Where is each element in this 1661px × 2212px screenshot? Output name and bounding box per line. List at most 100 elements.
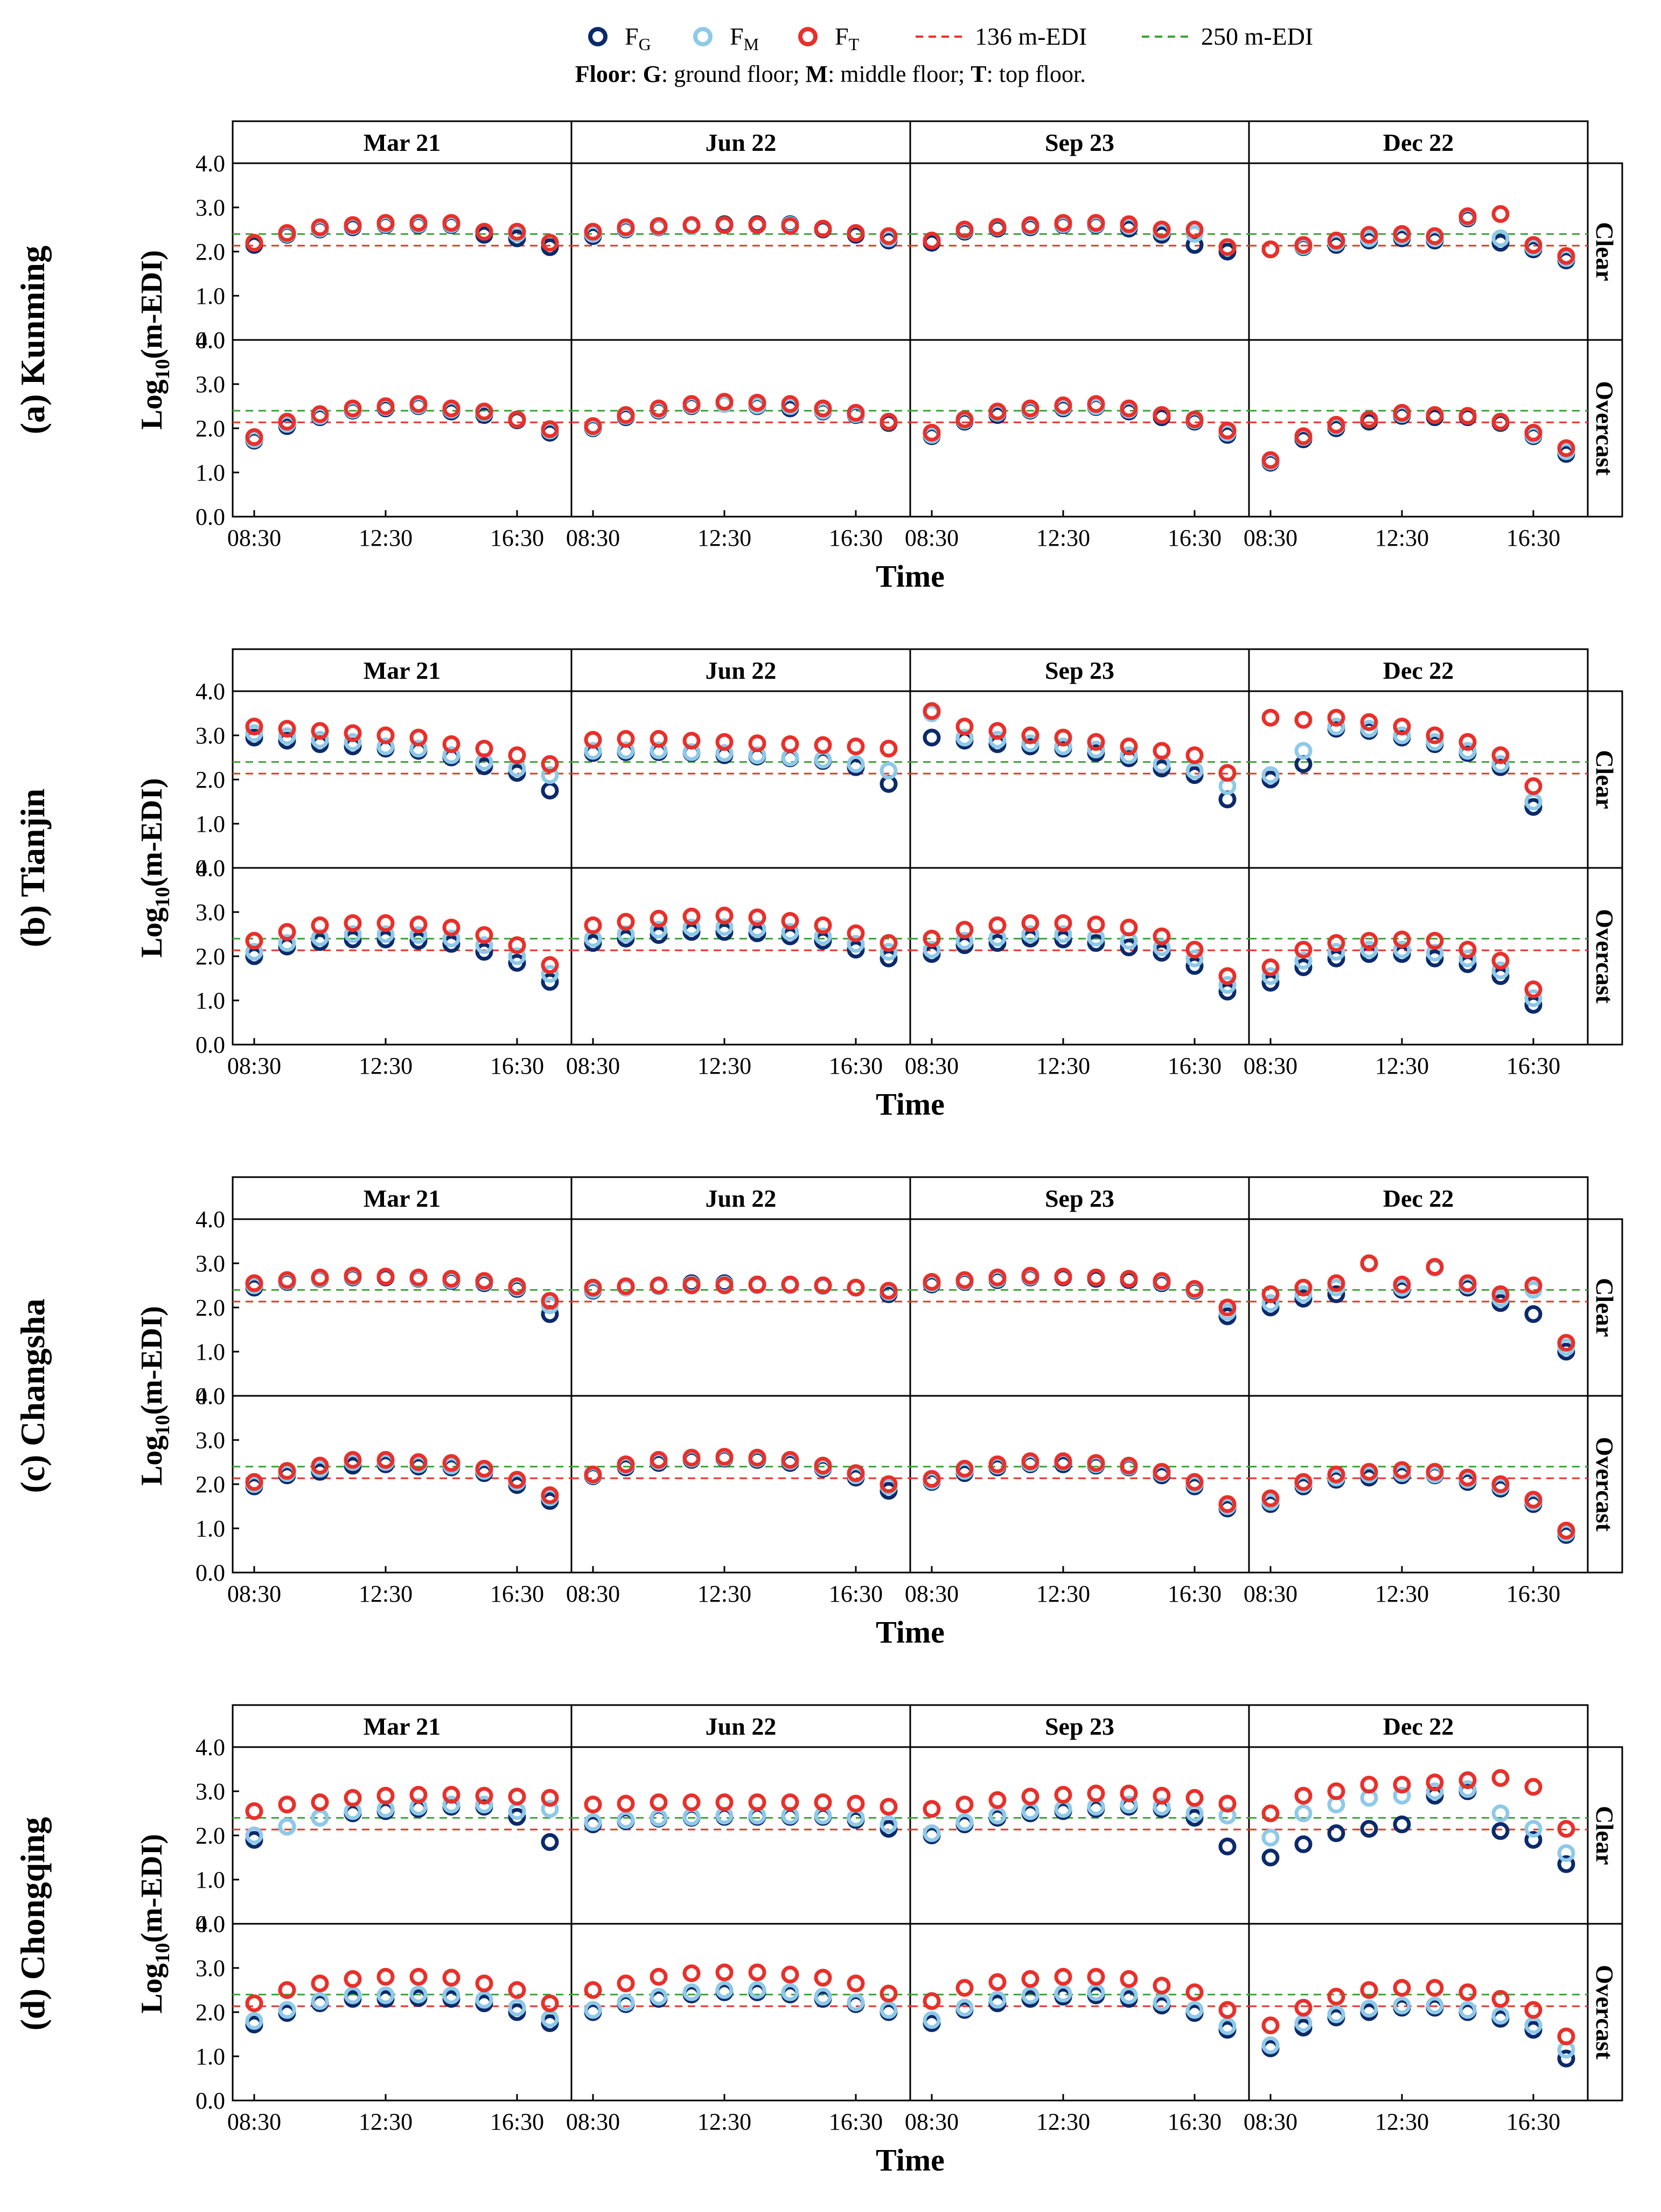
legend-label-m: FM — [730, 23, 759, 54]
point-ft — [1393, 1461, 1411, 1479]
point-fg — [1393, 1815, 1411, 1833]
row-strip-label: Overcast — [1591, 909, 1618, 1004]
x-tick-label: 12:30 — [359, 2109, 413, 2135]
panel: 08:30 12:30 16:30 — [1244, 930, 1588, 1079]
point-ft — [650, 730, 668, 748]
point-ft — [1120, 1970, 1138, 1988]
y-tick-label: 0.0 — [196, 504, 225, 530]
point-fm — [1294, 951, 1313, 970]
point-ft — [1393, 930, 1411, 949]
point-fm — [814, 1987, 832, 2006]
point-fm — [1360, 1999, 1378, 2018]
y-axis-label: Log10(m-EDI) — [135, 1306, 174, 1486]
y-tick-label: 2.0 — [196, 415, 225, 442]
column-header: Dec 22 — [1383, 657, 1454, 684]
point-ft — [1218, 1298, 1237, 1317]
point-ft — [1261, 708, 1280, 727]
point-ft — [1153, 1272, 1171, 1290]
point-ft — [376, 914, 395, 932]
point-fm — [1120, 1796, 1138, 1814]
point-ft — [442, 919, 460, 937]
point-ft — [814, 736, 832, 754]
point-fm — [1491, 2007, 1510, 2025]
y-tick-label: 1.0 — [196, 987, 225, 1014]
point-ft — [508, 746, 526, 764]
point-fm — [245, 2012, 263, 2030]
point-ft — [955, 1271, 974, 1289]
point-ft — [1393, 718, 1411, 736]
point-fm — [1261, 766, 1280, 784]
point-ft — [988, 1455, 1007, 1473]
column-header: Mar 21 — [364, 129, 441, 156]
column-header: Sep 23 — [1045, 1713, 1114, 1740]
point-ft — [311, 722, 329, 740]
city-2: (c) Changsha Log10(m-EDI) Mar 21 Jun 22 Sep … — [13, 1176, 1623, 1650]
point-fm — [1524, 1820, 1543, 1838]
column-header: Mar 21 — [364, 1713, 441, 1740]
point-ft — [409, 395, 428, 413]
point-fg — [1360, 1820, 1378, 1838]
point-ft — [278, 1796, 296, 1814]
point-fm — [508, 947, 526, 965]
point-fm — [1294, 1804, 1313, 1823]
point-fm — [1294, 742, 1313, 760]
point-fm — [748, 920, 766, 938]
point-ft — [1261, 1804, 1280, 1823]
point-ft — [1185, 220, 1204, 239]
point-fm — [880, 762, 898, 780]
point-ft — [923, 1272, 941, 1291]
point-fg — [1185, 957, 1204, 975]
point-ft — [1120, 1457, 1138, 1475]
point-ft — [245, 1473, 263, 1491]
point-ft — [1491, 205, 1510, 223]
point-ft — [1261, 240, 1280, 259]
point-ft — [344, 1451, 362, 1469]
point-ft — [376, 397, 395, 415]
point-ft — [475, 1786, 493, 1805]
point-ft — [344, 724, 362, 742]
y-tick-label: 0.0 — [196, 1911, 225, 1937]
x-tick-label: 08:30 — [227, 525, 281, 551]
panel — [910, 702, 1249, 809]
point-ft — [1426, 1463, 1444, 1481]
point-ft — [923, 702, 941, 720]
point-ft — [1458, 1274, 1477, 1292]
point-ft — [278, 1271, 296, 1289]
point-ft — [1360, 1254, 1378, 1272]
point-ft — [1021, 1452, 1039, 1470]
point-fm — [1327, 718, 1345, 736]
panel: 08:30 12:30 16:30 — [905, 914, 1249, 1079]
point-ft — [1153, 1463, 1171, 1481]
panel: 08:30 12:30 16:30 — [1244, 404, 1588, 551]
city-title: (a) Kunming — [13, 246, 52, 434]
point-ft — [1185, 941, 1204, 959]
point-fm — [1218, 976, 1237, 994]
point-ft — [1393, 404, 1411, 422]
point-fm — [955, 1813, 974, 1831]
point-ft — [1054, 1268, 1072, 1286]
point-fm — [344, 733, 362, 751]
y-tick-label: 3.0 — [196, 371, 225, 398]
point-fm — [1153, 1798, 1171, 1816]
x-tick-label: 16:30 — [490, 1053, 544, 1079]
point-ft — [617, 1277, 635, 1296]
point-fm — [650, 1987, 668, 2006]
point-ft — [1491, 951, 1510, 970]
point-fm — [650, 921, 668, 939]
point-ft — [617, 1794, 635, 1813]
point-ft — [650, 1793, 668, 1811]
point-fm — [541, 965, 559, 983]
point-fm — [814, 927, 832, 945]
point-ft — [311, 1268, 329, 1286]
point-ft — [955, 1459, 974, 1478]
point-ft — [584, 916, 602, 935]
point-ft — [245, 428, 263, 446]
y-tick-label: 1.0 — [196, 2043, 225, 2070]
panel: 08:30 12:30 16:30 — [1244, 1979, 1588, 2135]
point-ft — [1294, 941, 1313, 959]
x-tick-label: 08:30 — [566, 525, 620, 551]
point-fm — [584, 1813, 602, 1831]
charts: (a) Kunming Log10(m-EDI) Mar 21 Jun 22 Sep 2… — [13, 120, 1623, 2178]
point-ft — [682, 216, 701, 234]
